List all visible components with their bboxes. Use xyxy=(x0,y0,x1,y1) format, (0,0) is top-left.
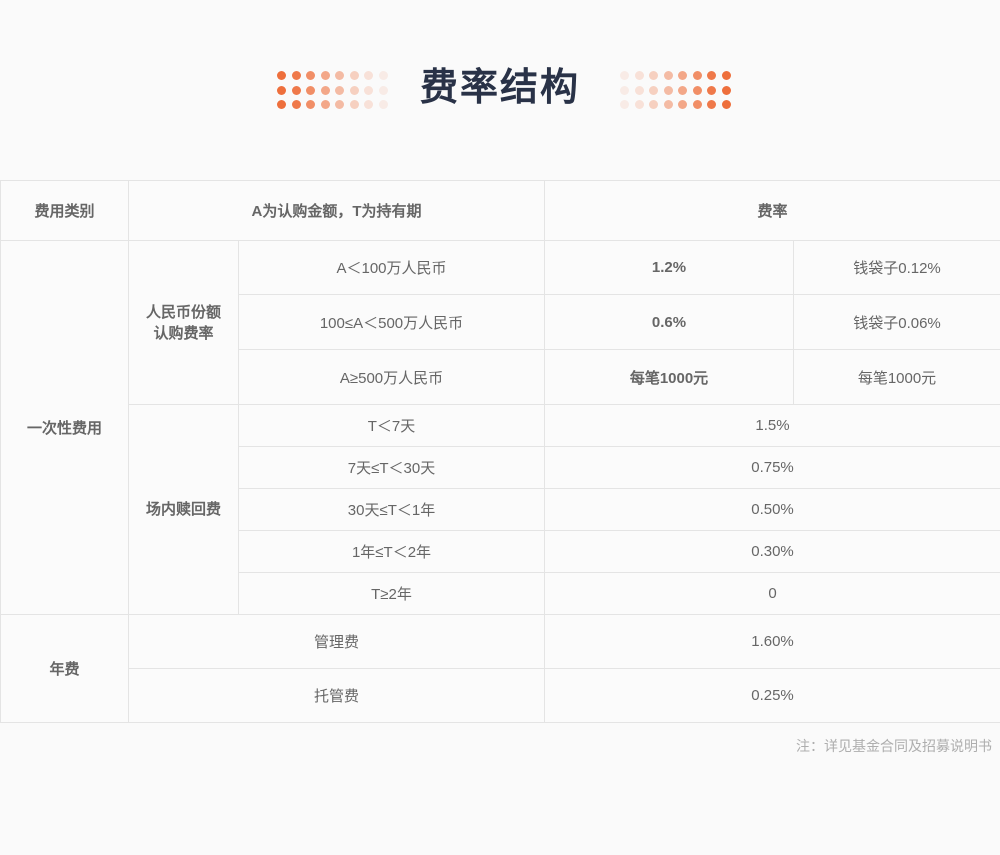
decor-dot xyxy=(349,85,359,95)
decor-dot xyxy=(306,85,315,95)
redemption-tier4-rate: 0.30% xyxy=(543,530,1000,573)
page-title: 费率结构 xyxy=(419,67,580,109)
decor-dot xyxy=(291,100,301,109)
table-row: 一次性费用 人民币份额 认购费率 A＜100万人民币 1.2% 钱袋子0.12% xyxy=(0,240,1000,615)
table-row: 1年≤T＜2年 0.30% xyxy=(1,530,1000,573)
redemption-tier4-condition: 1年≤T＜2年 xyxy=(238,530,545,573)
decor-dot xyxy=(692,71,702,80)
table-row: 100≤A＜500万人民币 0.6% 钱袋子0.06% xyxy=(1,294,1000,350)
decor-dot xyxy=(364,100,373,109)
subscription-tier1-rate: 1.2% xyxy=(544,240,794,295)
decor-dot xyxy=(378,71,388,80)
decor-dot xyxy=(707,100,716,109)
decor-dot xyxy=(291,71,301,80)
decor-dot xyxy=(620,71,629,80)
redemption-tier2-rate: 0.75% xyxy=(543,446,1000,489)
decor-dot xyxy=(649,100,658,109)
redemption-tier1-condition: T＜7天 xyxy=(238,404,545,447)
subscription-tier1-discount: 钱袋子0.12% xyxy=(792,240,1000,295)
header-rate: 费率 xyxy=(543,180,1000,241)
table-row: T≥2年 0 xyxy=(1,572,1000,615)
redemption-tier5-condition: T≥2年 xyxy=(238,572,545,615)
decor-dot xyxy=(634,100,644,109)
table-row: 年费 管理费 1.60% xyxy=(0,614,1000,723)
category-one-time: 一次性费用 xyxy=(0,240,129,615)
decor-dot xyxy=(335,71,344,80)
decor-dot xyxy=(634,71,644,80)
decor-dot xyxy=(721,85,731,95)
decor-dot xyxy=(663,71,673,80)
decor-dot xyxy=(707,71,716,80)
decor-dot xyxy=(349,100,359,109)
decor-dot xyxy=(634,85,644,95)
decor-dot xyxy=(320,71,330,80)
subscription-tier3-discount: 每笔1000元 xyxy=(792,349,1000,405)
subscription-tier2-discount: 钱袋子0.06% xyxy=(792,294,1000,350)
annual-custody-rate: 0.25% xyxy=(543,668,1000,723)
decor-dot xyxy=(663,100,673,109)
decor-dot xyxy=(678,100,687,109)
footnote: 注：详见基金合同及招募说明书 xyxy=(796,738,992,754)
decor-dot xyxy=(277,85,286,95)
decor-dot xyxy=(306,100,315,109)
decor-dot xyxy=(291,85,301,95)
subscription-tier3-condition: A≥500万人民币 xyxy=(238,349,545,405)
redemption-tier3-condition: 30天≤T＜1年 xyxy=(238,488,545,531)
decor-dot xyxy=(721,100,731,109)
decor-dot xyxy=(721,71,731,80)
decor-dot xyxy=(277,71,286,80)
fee-table: 费用类别 A为认购金额，T为持有期 费率 一次性费用 人民币份额 认购费率 A＜… xyxy=(0,180,1000,723)
decor-dot xyxy=(707,85,716,95)
redemption-tier2-condition: 7天≤T＜30天 xyxy=(238,446,545,489)
header-category: 费用类别 xyxy=(0,180,129,241)
table-row: 30天≤T＜1年 0.50% xyxy=(1,488,1000,531)
redemption-tier3-rate: 0.50% xyxy=(543,488,1000,531)
decor-dot xyxy=(378,100,388,109)
decor-dot xyxy=(320,85,330,95)
sub-category-redemption: 场内赎回费 xyxy=(128,404,239,615)
annual-management-label: 管理费 xyxy=(128,614,545,669)
redemption-tier1-rate: 1.5% xyxy=(543,404,1000,447)
decor-dot xyxy=(678,71,687,80)
sub-category-subscription: 人民币份额 认购费率 xyxy=(128,240,239,405)
decor-dot xyxy=(306,71,315,80)
decor-dot xyxy=(649,71,658,80)
annual-management-rate: 1.60% xyxy=(543,614,1000,669)
decor-dot xyxy=(620,85,629,95)
decor-dot xyxy=(649,85,658,95)
decor-dot xyxy=(620,100,629,109)
decor-dot xyxy=(378,85,388,95)
subscription-tier2-rate: 0.6% xyxy=(544,294,794,350)
decor-dot xyxy=(692,85,702,95)
decor-dot xyxy=(663,85,673,95)
decor-dots-left xyxy=(277,71,388,109)
header-condition: A为认购金额，T为持有期 xyxy=(128,180,545,241)
decor-dot xyxy=(692,100,702,109)
decor-dot xyxy=(277,100,286,109)
redemption-tier5-rate: 0 xyxy=(543,572,1000,615)
subscription-tier3-rate: 每笔1000元 xyxy=(544,349,794,405)
decor-dot xyxy=(335,85,344,95)
subscription-tier2-condition: 100≤A＜500万人民币 xyxy=(238,294,545,350)
decor-dot xyxy=(364,85,373,95)
decor-dot xyxy=(335,100,344,109)
table-row: 7天≤T＜30天 0.75% xyxy=(1,446,1000,489)
subscription-tier1-condition: A＜100万人民币 xyxy=(238,240,545,295)
decor-dots-right xyxy=(620,71,731,109)
decor-dot xyxy=(320,100,330,109)
decor-dot xyxy=(349,71,359,80)
category-annual: 年费 xyxy=(0,614,129,723)
table-row: 托管费 0.25% xyxy=(1,668,1000,723)
decor-dot xyxy=(364,71,373,80)
table-row: 费用类别 A为认购金额，T为持有期 费率 xyxy=(0,180,1000,241)
annual-custody-label: 托管费 xyxy=(128,668,545,723)
decor-dot xyxy=(678,85,687,95)
table-row: 场内赎回费 T＜7天 1.5% xyxy=(1,404,1000,615)
